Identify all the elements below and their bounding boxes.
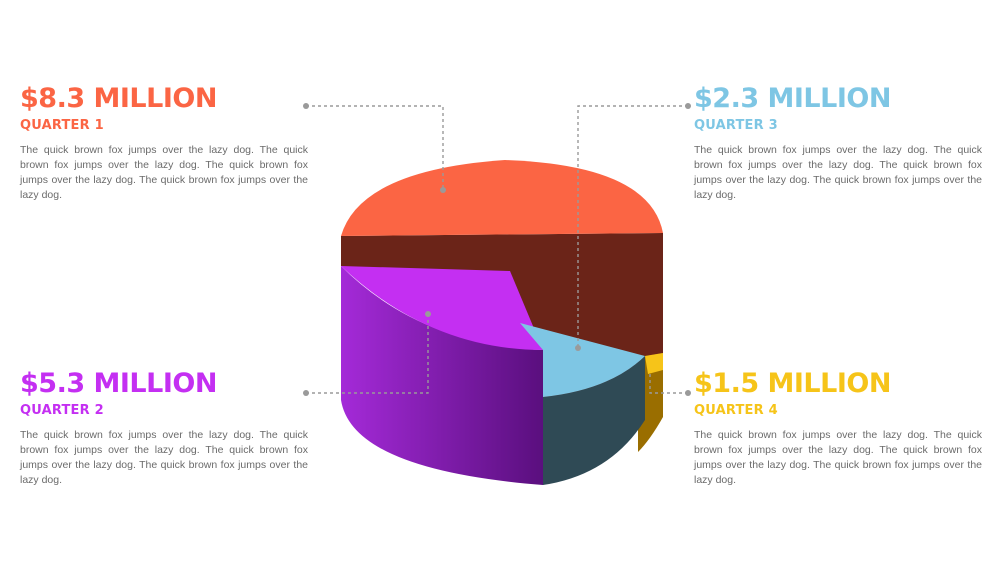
quarter-3-amount: $2.3 MILLION (694, 83, 891, 114)
leader-line-quarter-1 (306, 105, 444, 190)
quarter-4-amount: $1.5 MILLION (694, 368, 891, 399)
quarter-2-amount: $5.3 MILLION (20, 368, 217, 399)
quarter-4-label: QUARTER 4 (694, 403, 778, 418)
leader-dot-quarter-1 (303, 103, 309, 109)
leader-dot-quarter-2-end (425, 311, 431, 317)
quarter-1-description: The quick brown fox jumps over the lazy … (20, 144, 308, 201)
leader-dot-quarter-4 (685, 390, 691, 396)
quarter-1-amount: $8.3 MILLION (20, 83, 217, 114)
slice-quarter-2-side (341, 266, 543, 485)
slice-quarter-3-side (543, 350, 645, 485)
quarter-4-callout: $1.5 MILLION QUARTER 4 The quick brown f… (694, 369, 982, 488)
quarter-1-callout: $8.3 MILLION QUARTER 1 The quick brown f… (20, 84, 308, 203)
quarter-3-description: The quick brown fox jumps over the lazy … (694, 144, 982, 201)
leader-dot-quarter-3 (685, 103, 691, 109)
quarter-3-callout: $2.3 MILLION QUARTER 3 The quick brown f… (694, 84, 982, 203)
slice-quarter-4-top (645, 353, 663, 374)
quarter-2-callout: $5.3 MILLION QUARTER 2 The quick brown f… (20, 369, 308, 488)
leader-line-quarter-3 (577, 105, 688, 348)
leader-line-quarter-2 (306, 314, 429, 394)
quarter-1-label: QUARTER 1 (20, 118, 104, 133)
quarter-2-description: The quick brown fox jumps over the lazy … (20, 429, 308, 486)
quarter-3-label: QUARTER 3 (694, 118, 778, 133)
leader-dot-quarter-2 (303, 390, 309, 396)
slice-quarter-3-top (520, 323, 645, 397)
leader-dot-quarter-3-end (575, 345, 581, 351)
quarter-4-description: The quick brown fox jumps over the lazy … (694, 429, 982, 486)
leader-dot-quarter-1-end (440, 187, 446, 193)
quarter-2-label: QUARTER 2 (20, 403, 104, 418)
slice-quarter-1-top (341, 160, 663, 236)
slice-quarter-2-top (341, 266, 543, 350)
leader-line-quarter-4 (649, 372, 688, 394)
